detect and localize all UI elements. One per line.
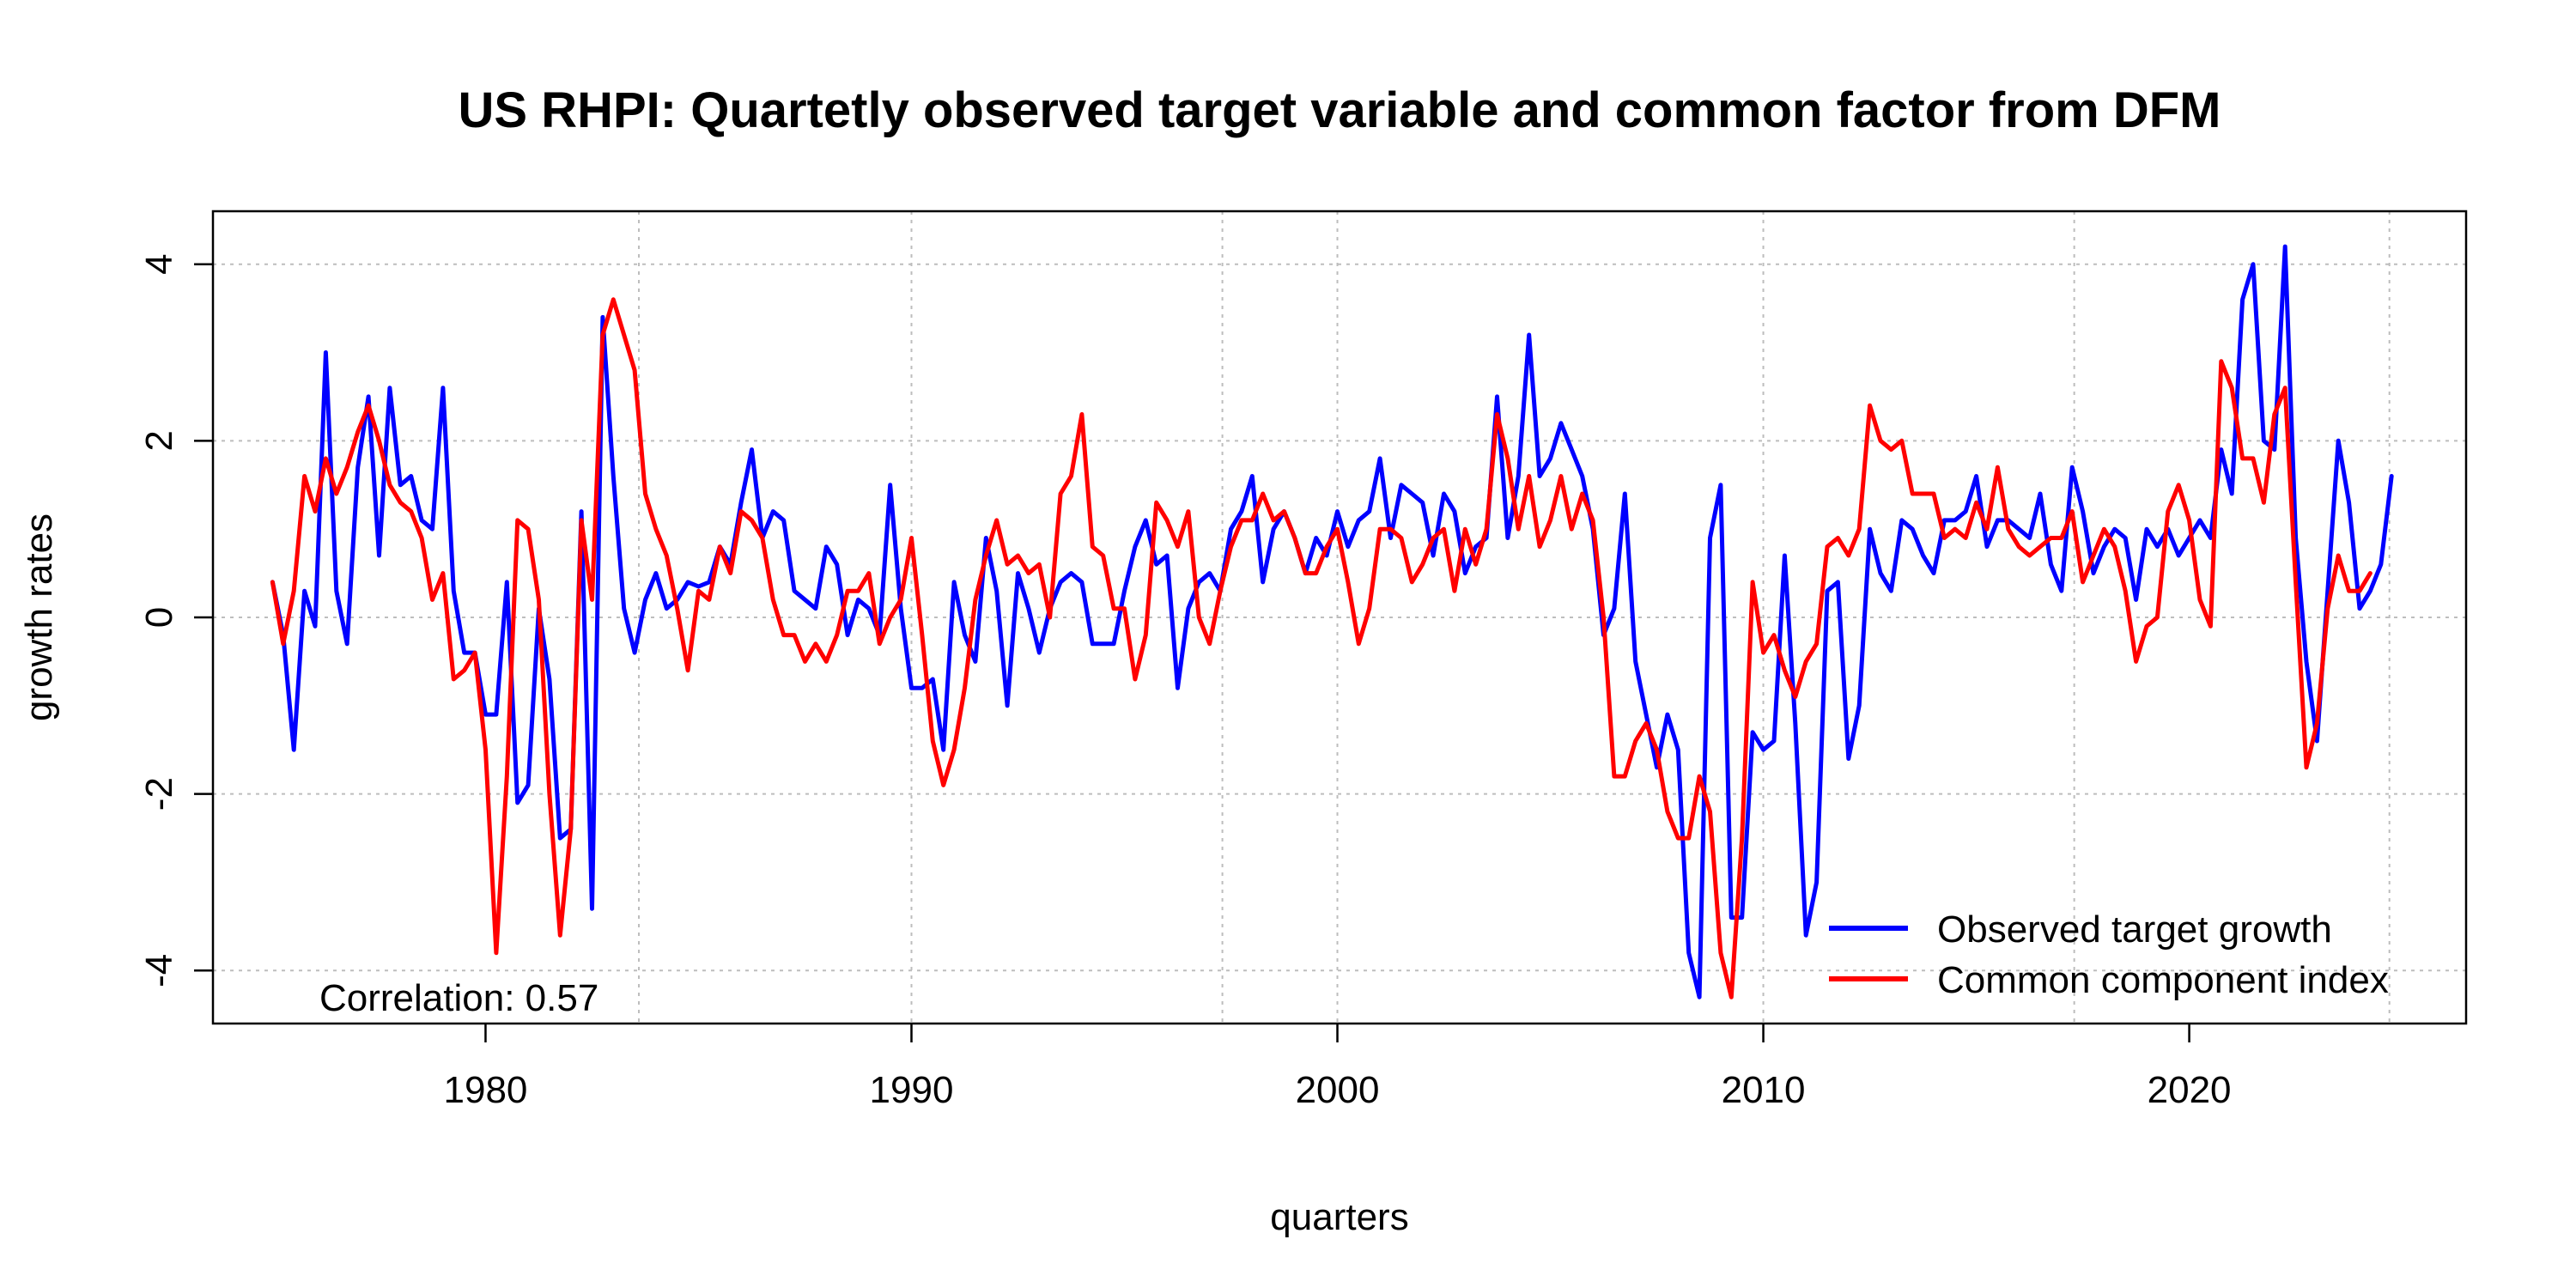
x-axis-label: quarters (1270, 1196, 1408, 1238)
series-line-common (270, 297, 2372, 999)
grid-lines (213, 211, 2466, 1024)
y-tick-label: 2 (138, 430, 180, 451)
x-tick-label: 2010 (1722, 1069, 1806, 1111)
series-lines (270, 244, 2394, 999)
x-tick-label: 1990 (870, 1069, 954, 1111)
y-axis: -4 -2 0 2 4 (138, 253, 213, 987)
y-tick-label: -2 (138, 777, 180, 811)
x-axis: 1980 1990 2000 2010 2020 (444, 1024, 2232, 1111)
y-tick-label: 0 (138, 607, 180, 628)
x-tick-label: 1980 (444, 1069, 528, 1111)
legend-label-observed: Observed target growth (1937, 908, 2332, 951)
legend: Observed target growth Common component … (1829, 908, 2389, 1001)
x-tick-label: 2020 (2148, 1069, 2232, 1111)
y-axis-label: growth rates (18, 513, 60, 721)
y-tick-label: -4 (138, 954, 180, 987)
y-tick-label: 4 (138, 253, 180, 274)
x-tick-label: 2000 (1296, 1069, 1380, 1111)
series-line-observed (270, 244, 2394, 999)
correlation-annotation: Correlation: 0.57 (319, 977, 598, 1019)
legend-label-common: Common component index (1937, 959, 2389, 1001)
chart-title: US RHPI: Quartetly observed target varia… (459, 82, 2221, 138)
